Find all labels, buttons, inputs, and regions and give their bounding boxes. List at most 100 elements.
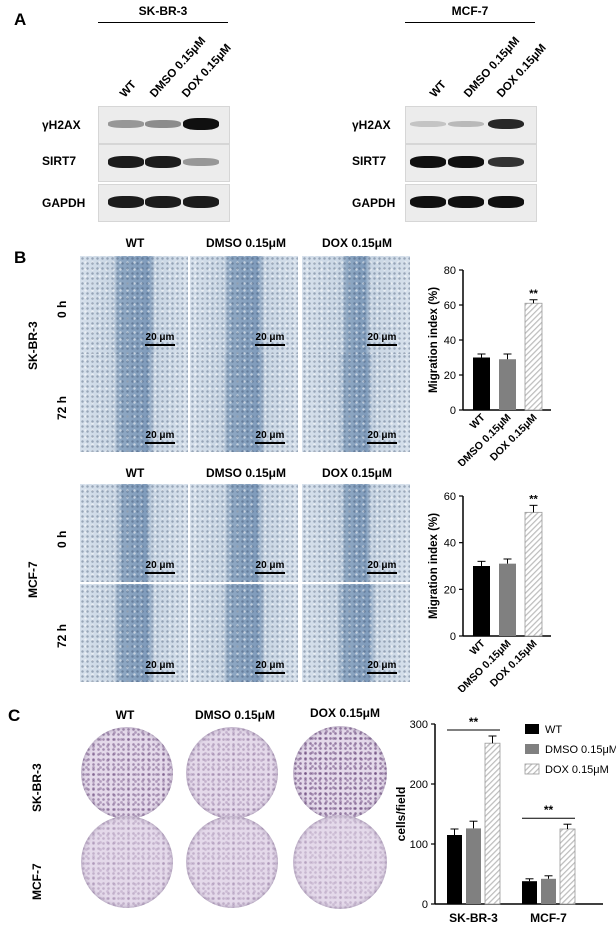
y-tick-label: 0: [450, 405, 456, 417]
scale-bar-line: [145, 442, 175, 444]
panel-label-b: B: [14, 248, 27, 267]
significance-label: **: [529, 288, 538, 300]
transwell-dish: [81, 816, 173, 908]
scale-bar: 20 μm: [364, 660, 400, 674]
bar: [447, 835, 462, 904]
cell-texture: [80, 256, 188, 354]
micro-image: 20 μm: [80, 584, 188, 682]
scale-bar-label: 20 μm: [255, 332, 285, 343]
panel-label-c: C: [8, 706, 21, 725]
micro-image: 20 μm: [80, 484, 188, 582]
legend-swatch: [525, 724, 539, 734]
bar: [499, 563, 516, 636]
blot-band: [183, 196, 219, 208]
scale-bar-line: [255, 442, 285, 444]
y-tick-label: 40: [444, 335, 456, 347]
cell-texture: [190, 484, 298, 582]
protein-label-gapdh: GAPDH: [42, 196, 86, 210]
lane-label-wt: WT: [118, 78, 139, 101]
cell-texture: [80, 584, 188, 682]
scale-bar-label: 20 μm: [255, 430, 285, 441]
column-header-dmso: DMSO 0.15μM: [205, 466, 287, 480]
micro-image: 20 μm: [80, 354, 188, 452]
scale-bar: 20 μm: [252, 660, 288, 674]
row-label-skbr3: SK-BR-3: [30, 763, 44, 812]
scale-bar: 20 μm: [364, 560, 400, 574]
blot-band: [183, 118, 219, 130]
bar: [473, 357, 490, 410]
scale-bar-line: [145, 672, 175, 674]
y-tick-label: 300: [410, 719, 428, 731]
blot-band: [145, 156, 181, 168]
blot-band: [448, 156, 484, 168]
blot-band: [410, 196, 446, 208]
scale-bar: 20 μm: [142, 430, 178, 444]
column-header-wt: WT: [125, 466, 145, 480]
scale-bar-line: [255, 572, 285, 574]
y-tick-label: 80: [444, 265, 456, 277]
blot-band: [488, 156, 524, 168]
cell-texture: [190, 256, 298, 354]
protein-label-gapdh: GAPDH: [352, 196, 396, 210]
y-axis-label: Migration index (%): [428, 287, 440, 393]
scale-bar-line: [145, 572, 175, 574]
x-tick-label: WT: [468, 411, 488, 431]
scale-bar-label: 20 μm: [145, 332, 175, 343]
scale-bar: 20 μm: [252, 430, 288, 444]
scale-bar: 20 μm: [142, 560, 178, 574]
blot-band: [448, 196, 484, 208]
micro-image: 20 μm: [302, 484, 410, 582]
blot-band: [410, 120, 446, 128]
column-header-dox: DOX 0.15μM: [321, 466, 393, 480]
row-label-mcf7: MCF-7: [30, 863, 44, 900]
column-header-wt: WT: [115, 708, 135, 722]
y-axis-label: Migration index (%): [428, 513, 440, 619]
protein-label-h2ax: γH2AX: [352, 118, 391, 132]
bar: [499, 359, 516, 410]
column-header-dmso: DMSO 0.15μM: [194, 708, 276, 722]
invasion-chart: 0 100 200 300 cells/field ** SK-BR-3 ** MCF-7 WT D…: [394, 715, 616, 925]
scale-bar-label: 20 μm: [145, 660, 175, 671]
scale-bar-label: 20 μm: [145, 560, 175, 571]
scale-bar: 20 μm: [142, 332, 178, 346]
scale-bar-line: [145, 344, 175, 346]
time-label-72h: 72 h: [55, 395, 69, 420]
row-label-skbr3: SK-BR-3: [26, 321, 40, 370]
blot-band: [488, 196, 524, 208]
legend-label: WT: [545, 724, 562, 736]
cell-texture: [80, 354, 188, 452]
transwell-dish: [293, 726, 387, 820]
scale-bar-label: 20 μm: [367, 560, 397, 571]
blot-header-mcf7: MCF-7: [451, 4, 489, 18]
x-tick-label: WT: [468, 637, 488, 657]
micro-image: 20 μm: [302, 256, 410, 354]
significance-label: **: [469, 715, 479, 729]
y-tick-label: 20: [444, 584, 456, 596]
panel-label-a: A: [14, 10, 27, 29]
legend-label: DMSO 0.15μM: [545, 744, 616, 756]
x-tick-label: SK-BR-3: [449, 911, 498, 925]
cell-texture: [302, 584, 410, 682]
legend-swatch: [525, 744, 539, 754]
protein-label-h2ax: γH2AX: [42, 118, 81, 132]
legend-swatch: [524, 763, 540, 775]
legend-label: DOX 0.15μM: [545, 764, 609, 776]
transwell-dish: [293, 815, 387, 909]
blot-band: [410, 156, 446, 168]
scale-bar-line: [255, 672, 285, 674]
protein-label-sirt7: SIRT7: [352, 154, 387, 168]
micro-image: 20 μm: [302, 354, 410, 452]
time-label-72h: 72 h: [55, 623, 69, 648]
row-label-mcf7: MCF-7: [26, 561, 40, 598]
header-underline: [98, 22, 228, 23]
significance-label: **: [529, 493, 538, 505]
bar: [466, 828, 481, 904]
y-tick-label: 0: [450, 631, 456, 643]
x-tick-label: MCF-7: [530, 911, 567, 925]
blot-band: [448, 120, 484, 128]
cell-texture: [190, 584, 298, 682]
y-tick-label: 200: [410, 779, 428, 791]
cell-texture: [302, 354, 410, 452]
scale-bar-line: [367, 442, 397, 444]
